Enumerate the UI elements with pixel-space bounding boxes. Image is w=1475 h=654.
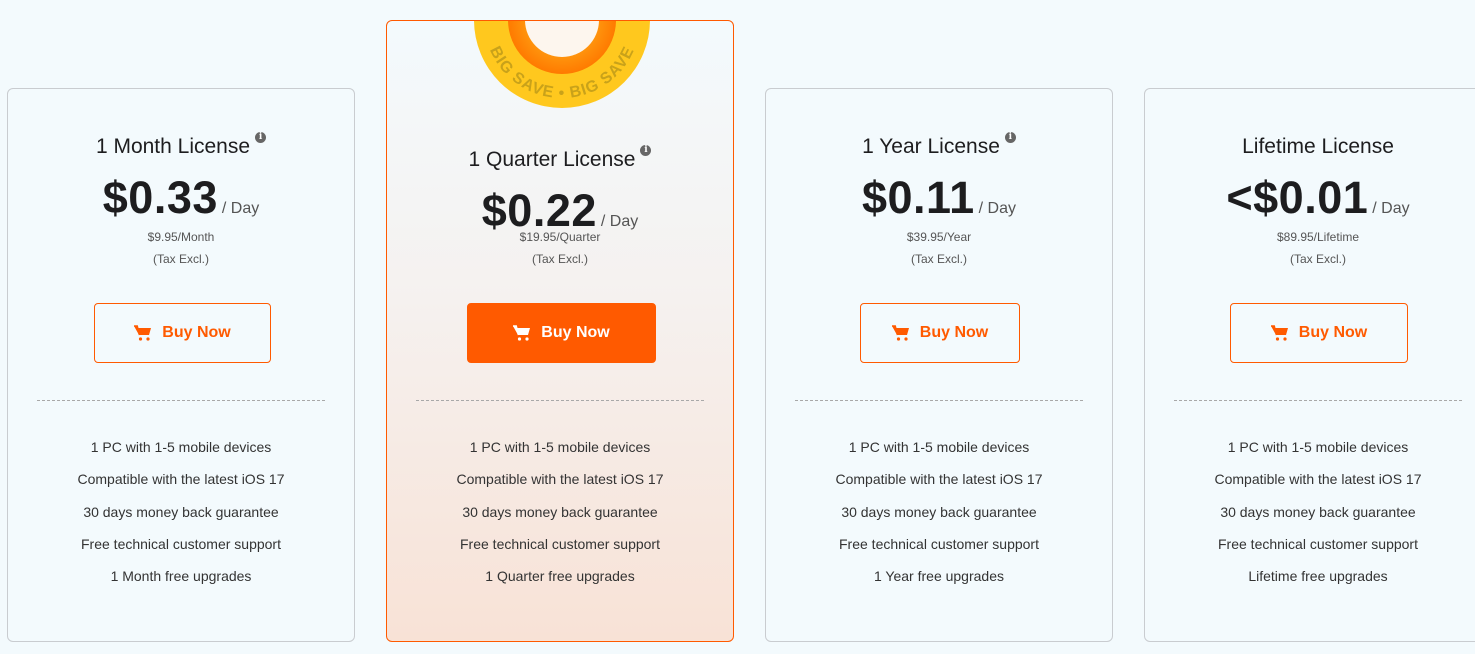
plan-title-text: 1 Quarter License	[468, 148, 636, 171]
buy-now-button[interactable]: Buy Now	[1230, 303, 1408, 363]
feature-item: 30 days money back guarantee	[83, 503, 279, 520]
tax-note: (Tax Excl.)	[910, 252, 967, 266]
buy-now-label: Buy Now	[919, 324, 989, 341]
plan-title-text: 1 Month License	[95, 135, 251, 158]
cart-icon	[1270, 325, 1288, 341]
feature-list: 1 PC with 1-5 mobile devices Compatible w…	[387, 431, 733, 592]
buy-now-label: Buy Now	[1298, 324, 1368, 341]
price-amount: <$0.01	[1226, 172, 1369, 223]
feature-item: 1 PC with 1-5 mobile devices	[90, 439, 272, 455]
feature-item: Compatible with the latest iOS 17	[1214, 471, 1422, 488]
info-icon[interactable]: i	[640, 145, 652, 156]
plan-title: 1 Month License i	[8, 132, 354, 160]
billing-price: $19.95/Quarter	[519, 230, 601, 244]
plan-title: 1 Quarter License i	[387, 145, 733, 173]
billing-price: $39.95/Year	[906, 230, 972, 244]
pricing-card: 1 Month License i $0.33/ Day $9.95/Month …	[7, 88, 355, 642]
divider	[795, 400, 1083, 401]
billing-price: $9.95/Month	[147, 230, 215, 244]
buy-now-button[interactable]: Buy Now	[860, 303, 1020, 363]
feature-item: Compatible with the latest iOS 17	[456, 471, 664, 488]
cart-icon	[134, 325, 152, 341]
price-amount: $0.11	[862, 172, 975, 223]
cart-icon	[513, 325, 531, 341]
feature-item: 30 days money back guarantee	[1220, 503, 1416, 520]
price-unit: / Day	[978, 200, 1016, 217]
buy-now-label: Buy Now	[541, 324, 610, 341]
badge-center	[525, 21, 599, 57]
info-icon[interactable]: i	[255, 132, 267, 143]
pricing-card: Lifetime License <$0.01/ Day $89.95/Life…	[1144, 88, 1475, 642]
feature-list: 1 PC with 1-5 mobile devices Compatible w…	[8, 431, 354, 592]
feature-item: 1 Month free upgrades	[110, 568, 252, 585]
cart-icon	[891, 325, 909, 341]
big-save-badge: BIG SAVE • BIG SAVE	[474, 21, 650, 108]
feature-item: Compatible with the latest iOS 17	[77, 471, 285, 488]
feature-item: Compatible with the latest iOS 17	[835, 471, 1043, 488]
feature-item: Free technical customer support	[81, 535, 281, 552]
divider	[416, 400, 704, 401]
feature-item: 30 days money back guarantee	[462, 503, 658, 520]
feature-list: 1 PC with 1-5 mobile devices Compatible w…	[1145, 431, 1475, 592]
plan-price: $0.33/ Day	[8, 173, 354, 234]
feature-item: 30 days money back guarantee	[841, 503, 1037, 520]
feature-item: 1 Quarter free upgrades	[485, 568, 635, 585]
pricing-card: 1 Year License i $0.11/ Day $39.95/Year (…	[765, 88, 1113, 642]
plan-price: $0.11/ Day	[766, 173, 1112, 234]
price-amount: $0.33	[102, 172, 218, 223]
feature-list: 1 PC with 1-5 mobile devices Compatible w…	[766, 431, 1112, 592]
feature-item: 1 PC with 1-5 mobile devices	[848, 439, 1030, 455]
plan-title-text: 1 Year License	[862, 135, 1000, 158]
buy-now-button[interactable]: Buy Now	[467, 303, 656, 363]
divider	[1174, 400, 1462, 401]
price-amount: $0.22	[481, 185, 597, 236]
info-icon[interactable]: i	[1004, 132, 1016, 143]
divider	[37, 400, 325, 401]
plan-title-text: Lifetime License	[1242, 135, 1394, 158]
price-unit: / Day	[1372, 200, 1410, 217]
feature-item: 1 Year free upgrades	[874, 568, 1004, 585]
tax-note: (Tax Excl.)	[152, 252, 209, 266]
plan-title: Lifetime License	[1145, 134, 1475, 160]
tax-note: (Tax Excl.)	[1289, 252, 1346, 266]
pricing-card: BIG SAVE • BIG SAVE 1 Quarter License i $…	[386, 20, 734, 642]
plan-price: $0.22/ Day	[387, 186, 733, 247]
feature-item: Lifetime free upgrades	[1248, 568, 1388, 585]
billing-price: $89.95/Lifetime	[1276, 230, 1360, 244]
buy-now-button[interactable]: Buy Now	[94, 303, 271, 363]
feature-item: 1 PC with 1-5 mobile devices	[1227, 439, 1409, 455]
plan-title: 1 Year License i	[766, 132, 1112, 160]
feature-item: Free technical customer support	[460, 535, 660, 552]
buy-now-label: Buy Now	[162, 324, 231, 341]
price-unit: / Day	[600, 213, 639, 230]
tax-note: (Tax Excl.)	[531, 252, 588, 266]
price-unit: / Day	[221, 200, 260, 217]
plan-price: <$0.01/ Day	[1145, 173, 1475, 234]
feature-item: Free technical customer support	[839, 535, 1039, 552]
feature-item: Free technical customer support	[1218, 535, 1418, 552]
feature-item: 1 PC with 1-5 mobile devices	[469, 439, 651, 455]
